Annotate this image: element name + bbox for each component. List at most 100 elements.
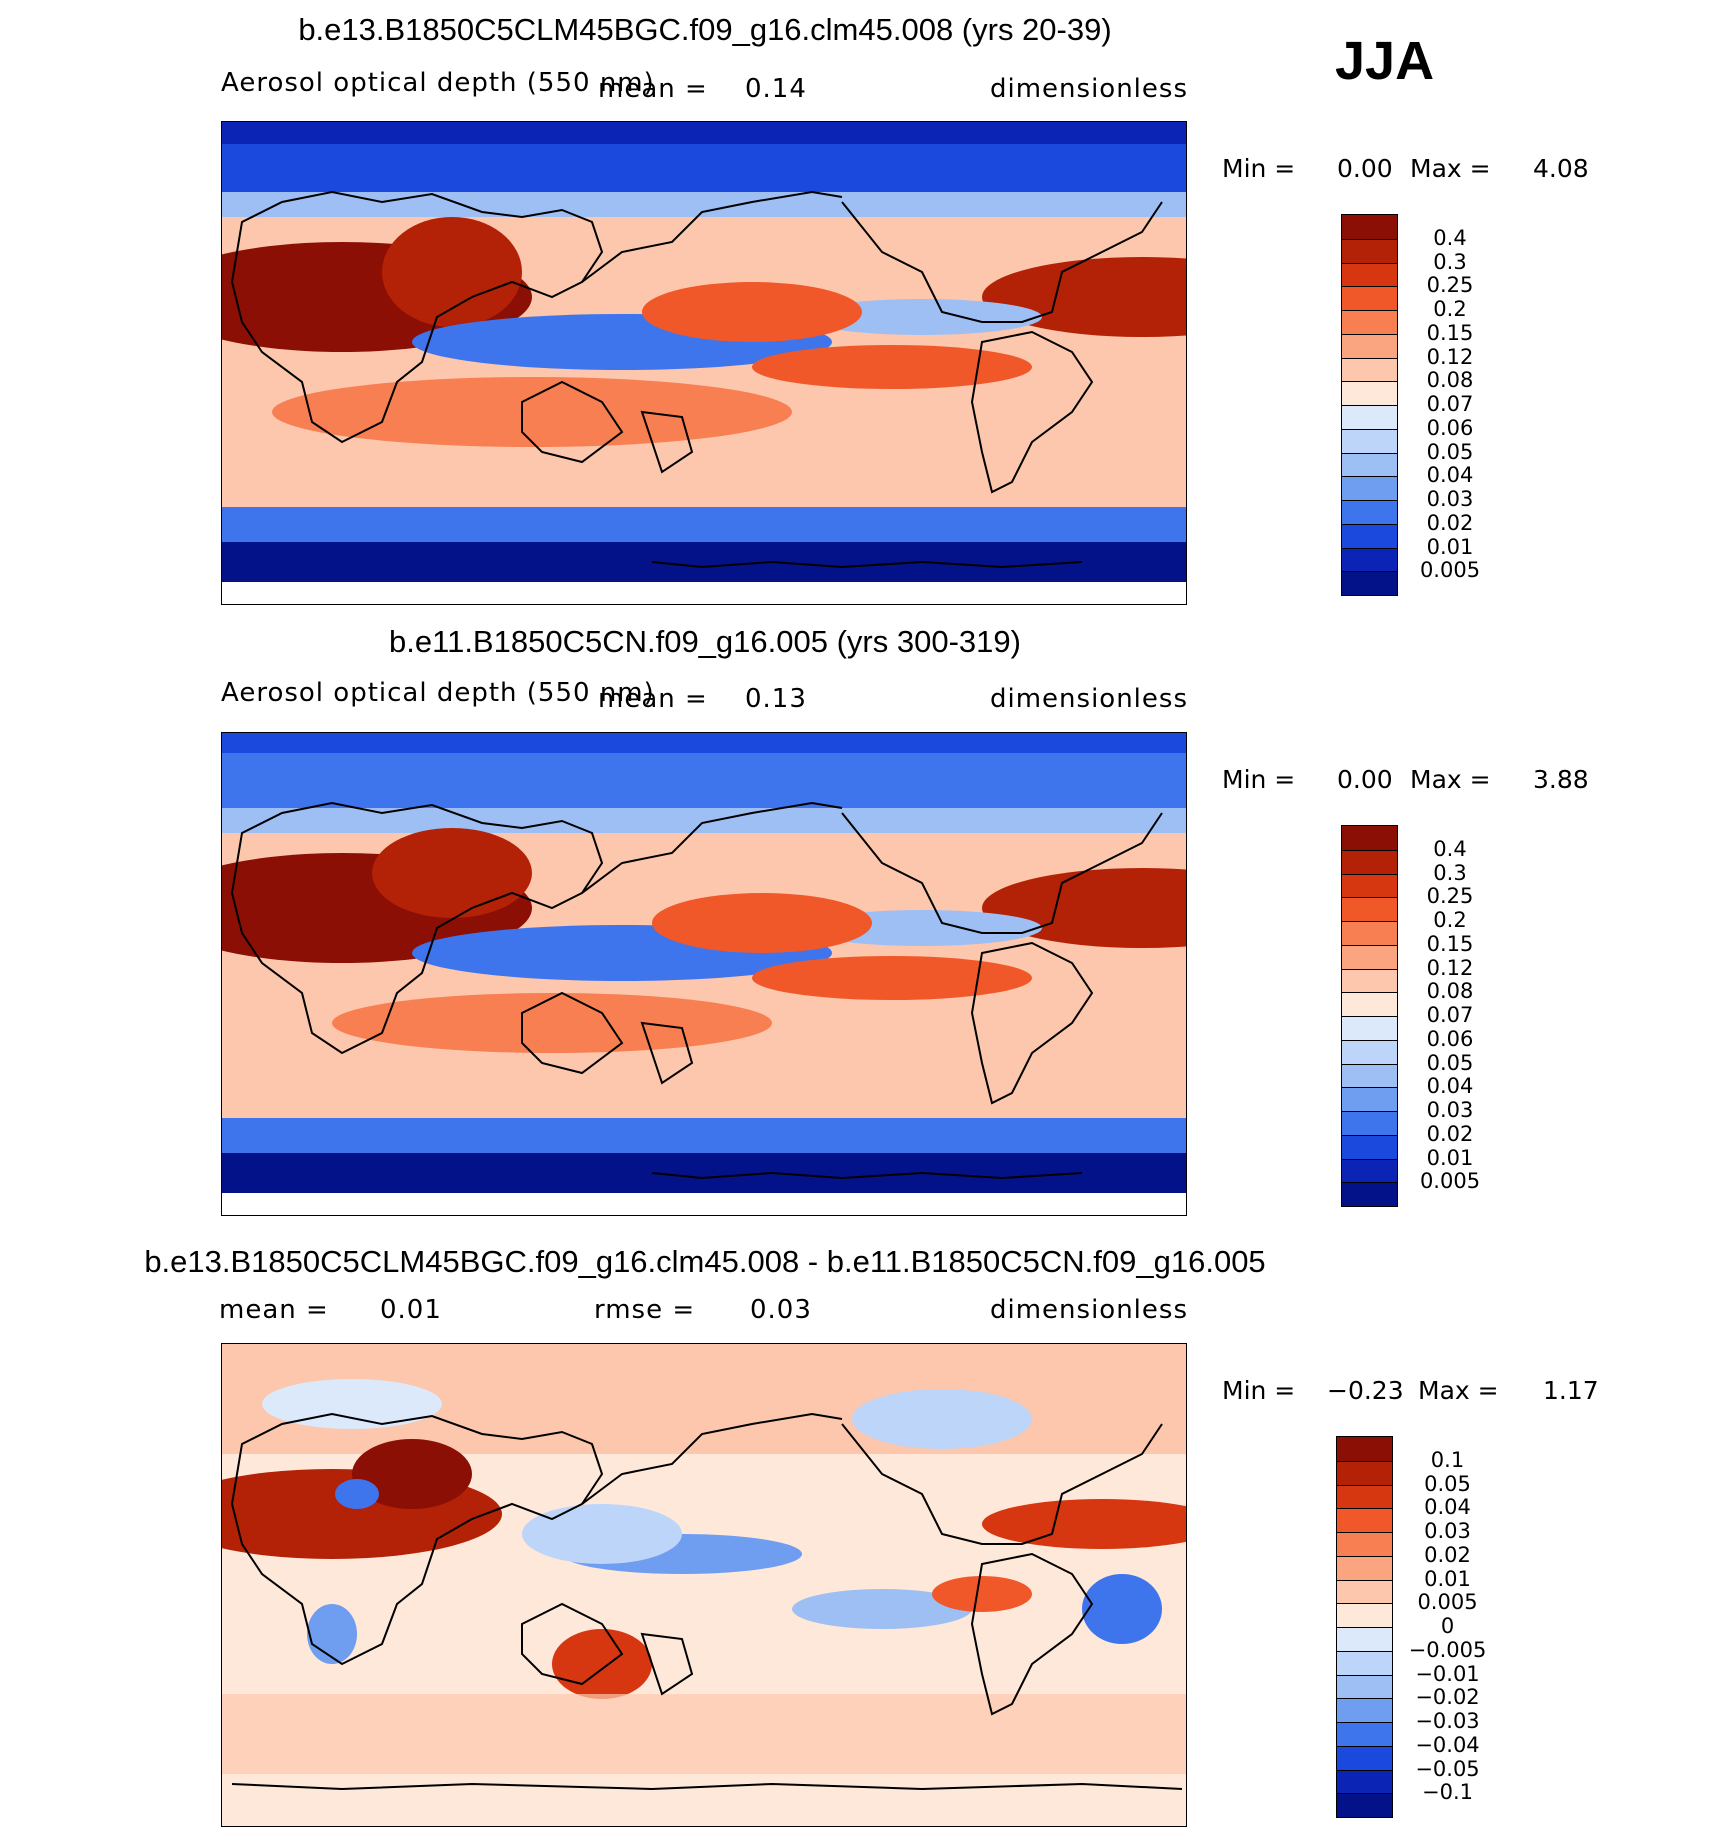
colorbar-swatch [1342, 215, 1397, 239]
colorbar-level-label: 0.05 [1424, 1471, 1471, 1496]
panel2-map [221, 732, 1187, 1216]
africa-negative [307, 1604, 357, 1664]
colorbar-swatch [1337, 1555, 1392, 1580]
colorbar-swatch [1342, 897, 1397, 921]
subarctic-band [222, 192, 1186, 217]
pacific-center [642, 282, 862, 342]
colorbar-level-label: −0.005 [1408, 1637, 1487, 1662]
colorbar-swatch [1337, 1460, 1392, 1485]
panel3-mean-label: mean = [219, 1295, 329, 1325]
east-pacific-band [802, 299, 1042, 335]
colorbar-level-label: 0.4 [1433, 225, 1467, 250]
colorbar-swatch [1342, 1158, 1397, 1183]
panel1-variable-label: Aerosol optical depth (550 nm) [221, 68, 655, 98]
colorbar-swatch [1342, 357, 1397, 382]
colorbar-level-label: 0.15 [1426, 320, 1474, 345]
panel3-max-label: Max = [1418, 1376, 1499, 1405]
southern-ocean-band [222, 1118, 1186, 1158]
colorbar-swatch [1342, 1111, 1397, 1135]
panel3-rmse-label: rmse = [594, 1295, 696, 1325]
colorbar-level-label: 0.3 [1433, 249, 1467, 274]
colorbar-swatch [1342, 452, 1397, 477]
colorbar-level-label: 0.3 [1433, 860, 1467, 885]
colorbar-swatch [1342, 476, 1397, 500]
panel3-title: b.e13.B1850C5CLM45BGC.f09_g16.clm45.008 … [144, 1244, 1266, 1279]
colorbar-swatch [1342, 1039, 1397, 1064]
southern-band [222, 1694, 1186, 1774]
southern-band [332, 993, 772, 1053]
colorbar-swatch [1342, 849, 1397, 874]
no-data-strip [222, 582, 1186, 604]
colorbar-swatch [1342, 286, 1397, 310]
subarctic-band [222, 808, 1186, 833]
colorbar-swatch [1342, 992, 1397, 1016]
colorbar-level-label: 0.04 [1426, 463, 1474, 488]
local-negative [335, 1479, 379, 1509]
colorbar-level-label: 0.2 [1433, 297, 1467, 321]
colorbar-swatch [1342, 500, 1397, 524]
panel1-mean-label: mean = [598, 74, 708, 104]
southern-band [272, 377, 792, 447]
colorbar-level-label: 0 [1440, 1614, 1455, 1638]
panel3-mean-value: 0.01 [380, 1295, 442, 1325]
no-data-strip [222, 1193, 1186, 1215]
colorbar-level-label: 0.005 [1417, 1590, 1478, 1615]
colorbar-level-label: 0.02 [1426, 1121, 1474, 1146]
panel3-units: dimensionless [990, 1295, 1188, 1325]
southern-ocean-band [222, 507, 1186, 547]
panel1-title: b.e13.B1850C5CLM45BGC.f09_g16.clm45.008 … [298, 12, 1112, 47]
colorbar-level-label: 0.2 [1433, 908, 1467, 932]
atlantic-difference [982, 1499, 1186, 1549]
panel3-min-label: Min = [1222, 1376, 1296, 1405]
colorbar-level-label: 0.005 [1419, 1169, 1481, 1194]
colorbar-swatch [1342, 405, 1397, 429]
colorbar-level-label: −0.03 [1415, 1709, 1480, 1733]
colorbar-level-label: 0.12 [1426, 344, 1474, 369]
panel1-min-label: Min = [1222, 154, 1296, 183]
colorbar-level-label: 0.4 [1433, 836, 1467, 861]
panel2-title: b.e11.B1850C5CN.f09_g16.005 (yrs 300-319… [389, 624, 1021, 659]
northern-blue-patch [262, 1379, 442, 1429]
panel2-mean-value: 0.13 [745, 684, 807, 714]
season-label: JJA [1335, 31, 1435, 91]
colorbar-swatch [1342, 826, 1397, 850]
colorbar-swatch [1342, 1182, 1397, 1206]
colorbar-swatch [1337, 1627, 1392, 1651]
colorbar-level-label: 0.03 [1426, 487, 1474, 511]
coastlines [230, 1412, 1183, 1791]
colorbar-level-label: 0.04 [1426, 1074, 1474, 1099]
colorbar-level-label: 0.04 [1424, 1495, 1471, 1520]
panel1-min-value: 0.00 [1337, 154, 1393, 183]
colorbar-swatch [1337, 1603, 1392, 1627]
colorbar-swatch [1342, 873, 1397, 898]
colorbar-level-label: 0.25 [1426, 273, 1474, 298]
panel2-min-label: Min = [1222, 765, 1296, 794]
panel3-rmse-value: 0.03 [750, 1295, 812, 1325]
australia-difference [552, 1629, 652, 1699]
colorbar-level-label: 0.15 [1426, 931, 1474, 956]
colorbar-swatch [1337, 1650, 1392, 1675]
coastlines [230, 801, 1163, 1180]
arctic-core [222, 733, 1186, 753]
colorbar-swatch [1337, 1722, 1392, 1746]
colorbar-level-label: −0.05 [1415, 1756, 1480, 1781]
panel2-mean-label: mean = [598, 684, 708, 714]
colorbar-level-label: 0.03 [1424, 1519, 1471, 1543]
colorbar-swatch [1342, 571, 1397, 595]
colorbar-level-label: −0.04 [1415, 1732, 1480, 1757]
west-pacific-negative [522, 1504, 682, 1564]
colorbar-level-label: 0.06 [1426, 1026, 1474, 1051]
colorbar-swatch [1342, 310, 1397, 334]
colorbar-swatch [1342, 1134, 1397, 1159]
antarctic-band [222, 542, 1186, 582]
panel2-units: dimensionless [990, 684, 1188, 714]
coastlines [230, 190, 1163, 569]
panel2-variable-label: Aerosol optical depth (550 nm) [221, 678, 655, 708]
colorbar-swatch [1337, 1437, 1392, 1461]
colorbar-swatch [1342, 381, 1397, 405]
arabian-plume [372, 828, 532, 918]
colorbar-swatch [1337, 1698, 1392, 1722]
panel1-colorbar-labels: 0.4 0.3 0.25 0.2 0.15 0.12 0.08 0.07 0.06 0.05 0.0… [1410, 214, 1490, 594]
colorbar-level-label: 0.08 [1426, 368, 1474, 393]
panel1-mean-value: 0.14 [745, 74, 807, 104]
